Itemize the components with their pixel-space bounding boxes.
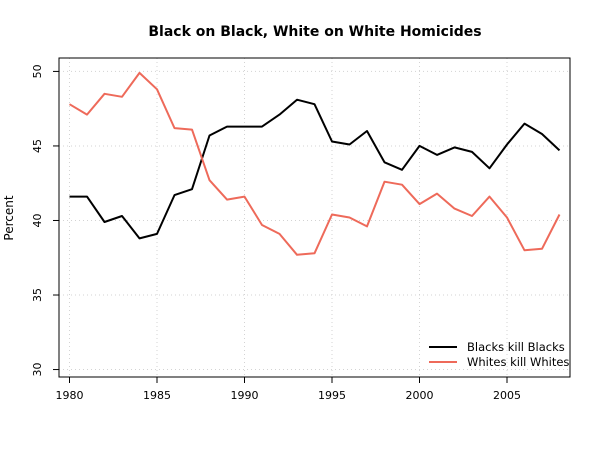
series-line-1 xyxy=(69,98,561,240)
y-tick-label: 35 xyxy=(31,288,44,302)
x-axis: 1980 1985 1990 1995 2000 2005 xyxy=(56,377,521,402)
y-axis-label: Percent xyxy=(2,195,16,240)
y-axis: 30 35 40 45 50 xyxy=(31,64,59,377)
series-lines xyxy=(68,71,561,256)
x-tick-label: 2000 xyxy=(406,389,434,402)
y-tick-label: 40 xyxy=(31,213,44,227)
x-tick-label: 1995 xyxy=(318,389,346,402)
y-tick-label: 30 xyxy=(31,363,44,377)
y-tick-label: 50 xyxy=(31,64,44,78)
x-tick-label: 2005 xyxy=(493,389,521,402)
legend-label: Blacks kill Blacks xyxy=(467,340,565,354)
plot-frame xyxy=(58,57,571,378)
chart-title: Black on Black, White on White Homicides xyxy=(148,24,481,40)
x-tick-label: 1980 xyxy=(56,389,84,402)
x-tick-label: 1985 xyxy=(143,389,171,402)
series-line-2 xyxy=(68,71,561,256)
y-tick-label: 45 xyxy=(31,139,44,153)
legend-label: Whites kill Whites xyxy=(467,355,569,369)
x-tick-label: 1990 xyxy=(231,389,259,402)
